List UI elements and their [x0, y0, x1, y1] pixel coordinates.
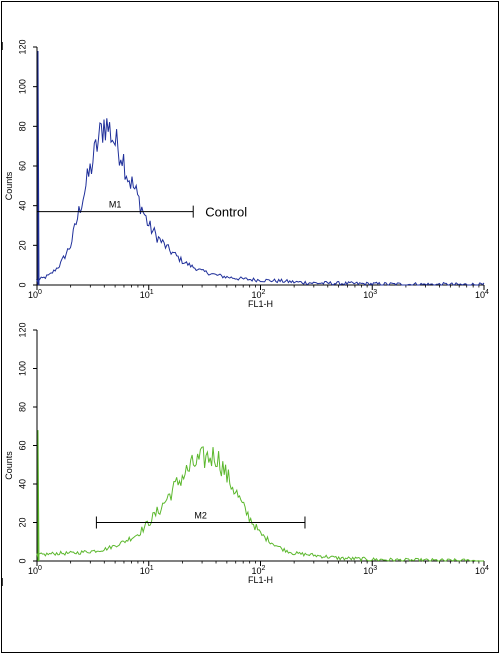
y-tick-label: 120: [17, 322, 27, 337]
x-axis-title: FL1-H: [248, 299, 273, 309]
x-tick-exponent: 3: [373, 289, 377, 296]
x-tick-exponent: 0: [38, 289, 42, 296]
y-axis-title: Counts: [4, 451, 14, 480]
y-tick-label: 60: [17, 440, 27, 450]
x-tick-exponent: 2: [262, 565, 266, 572]
x-tick-label: 100: [28, 565, 42, 576]
y-tick-label: 0: [17, 282, 27, 287]
sample-annotation: Control: [205, 205, 247, 220]
y-tick-label: 120: [17, 39, 27, 54]
x-tick-label: 104: [475, 565, 489, 576]
y-tick-label: 20: [17, 240, 27, 250]
x-tick-exponent: 4: [485, 289, 489, 296]
y-tick-label: 40: [17, 201, 27, 211]
histogram-series-line: [36, 430, 485, 563]
x-tick-label: 103: [363, 565, 377, 576]
y-tick-label: 100: [17, 79, 27, 94]
y-tick-label: 80: [17, 121, 27, 131]
x-tick-label: 102: [252, 289, 266, 300]
y-tick-label: 20: [17, 517, 27, 527]
x-tick-exponent: 4: [485, 565, 489, 572]
x-tick-label: 103: [363, 289, 377, 300]
x-tick-label: 101: [140, 289, 154, 300]
x-axis-title: FL1-H: [248, 575, 273, 585]
y-axis-title: Counts: [4, 171, 14, 200]
y-tick-label: 0: [17, 558, 27, 563]
y-tick-label: 60: [17, 161, 27, 171]
x-tick-label: 104: [475, 289, 489, 300]
x-tick-exponent: 1: [150, 565, 154, 572]
y-tick-label: 100: [17, 361, 27, 376]
gate-label: M2: [194, 511, 207, 521]
x-tick-exponent: 3: [373, 565, 377, 572]
x-tick-exponent: 2: [262, 289, 266, 296]
x-tick-label: 101: [140, 565, 154, 576]
x-tick-exponent: 0: [38, 565, 42, 572]
x-tick-label: 102: [252, 565, 266, 576]
histogram-series-line: [35, 50, 485, 286]
y-tick-label: 80: [17, 402, 27, 412]
gate-label: M1: [109, 200, 122, 210]
y-tick-label: 40: [17, 479, 27, 489]
x-tick-exponent: 1: [150, 289, 154, 296]
x-tick-label: 100: [28, 289, 42, 300]
